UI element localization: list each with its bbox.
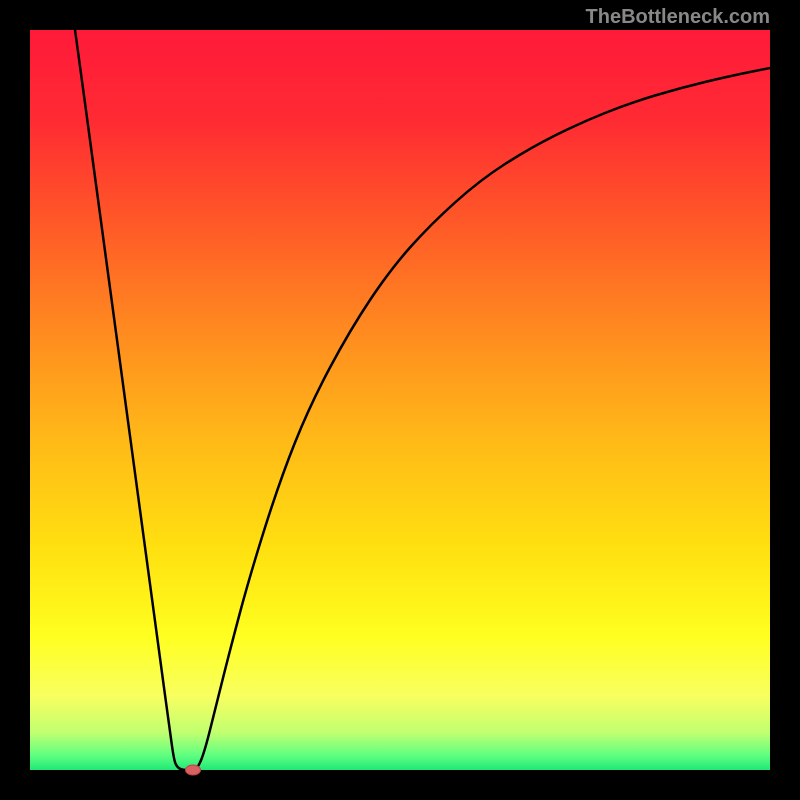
chart-area: [30, 30, 770, 770]
optimal-point-marker: [185, 765, 201, 776]
bottleneck-curve: [30, 30, 770, 770]
watermark-text: TheBottleneck.com: [586, 6, 770, 29]
